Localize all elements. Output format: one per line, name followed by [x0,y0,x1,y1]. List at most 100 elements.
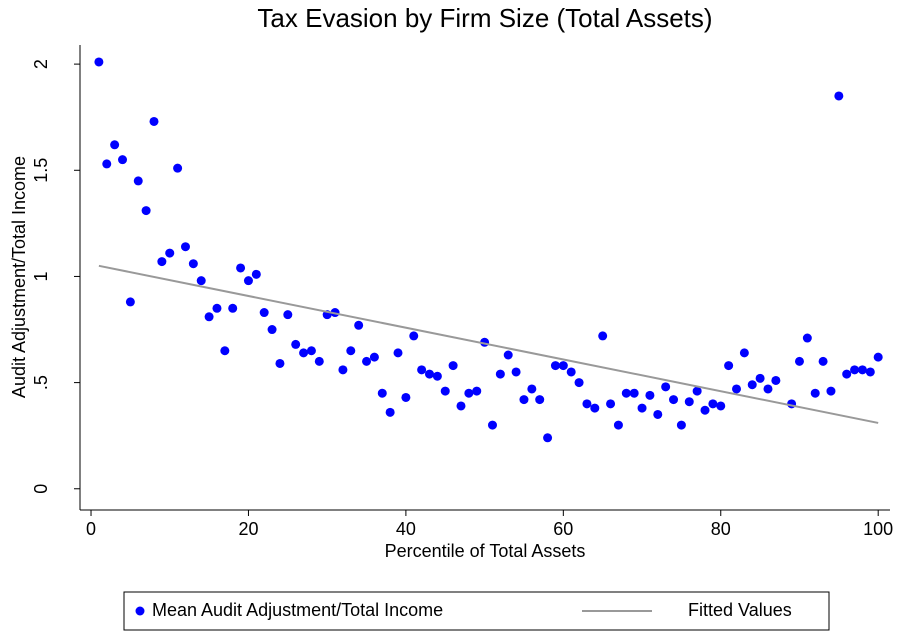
data-point [157,257,167,267]
legend-label: Fitted Values [688,600,792,620]
data-point [196,276,206,286]
data-point [385,407,395,417]
data-point [834,91,844,101]
y-tick-label: .5 [31,375,51,390]
data-point [141,206,151,216]
y-tick-label: 1.5 [31,158,51,183]
data-point [842,369,852,379]
data-point [149,116,159,126]
data-point [354,320,364,330]
data-point [291,339,301,349]
data-point [574,378,584,388]
x-tick-label: 80 [711,519,731,539]
data-point [188,259,198,269]
data-point [810,388,820,398]
data-point [653,409,663,419]
data-point [432,371,442,381]
data-point [566,367,576,377]
data-point [220,346,230,356]
x-tick-label: 40 [396,519,416,539]
data-point [739,348,749,358]
y-tick-label: 2 [31,59,51,69]
data-point [401,392,411,402]
data-point [543,433,553,443]
data-point [527,384,537,394]
data-point [283,310,293,320]
data-point [425,369,435,379]
data-point [369,352,379,362]
data-point [448,361,458,371]
data-point [826,386,836,396]
data-point [212,303,222,313]
data-point [275,358,285,368]
data-point [228,303,238,313]
data-point [409,331,419,341]
y-tick-label: 1 [31,271,51,281]
data-point [110,140,120,150]
data-point [440,386,450,396]
data-point [165,248,175,258]
x-tick-label: 20 [238,519,258,539]
data-point [487,420,497,430]
x-tick-label: 100 [863,519,893,539]
data-point [472,386,482,396]
data-point [236,263,246,273]
data-point [818,356,828,366]
legend-marker [135,606,145,616]
data-point [338,365,348,375]
data-point [495,369,505,379]
data-point [204,312,214,322]
data-point [377,388,387,398]
x-tick-label: 60 [553,519,573,539]
x-axis-title: Percentile of Total Assets [385,541,586,561]
data-point [173,163,183,173]
data-point [558,361,568,371]
legend-box [123,591,830,631]
y-axis-title: Audit Adjustment/Total Income [9,156,29,398]
data-point [661,382,671,392]
data-point [629,388,639,398]
data-point [692,386,702,396]
data-point [102,159,112,169]
data-point [669,395,679,405]
data-point [582,399,592,409]
data-point [590,403,600,413]
data-point [519,395,529,405]
data-point [732,384,742,394]
data-point [771,375,781,385]
data-point [676,420,686,430]
data-point [314,356,324,366]
data-point [306,346,316,356]
data-point [724,361,734,371]
data-point [417,365,427,375]
data-point [259,308,269,318]
data-point [535,395,545,405]
data-point [857,365,867,375]
data-point [763,384,773,394]
data-point [850,365,860,375]
data-point [511,367,521,377]
data-point [550,361,560,371]
data-point [94,57,104,67]
y-tick-label: 0 [31,484,51,494]
data-point [362,356,372,366]
data-point [716,401,726,411]
data-point [645,390,655,400]
data-point [243,276,253,286]
data-point [684,397,694,407]
data-point [133,176,143,186]
data-point [606,399,616,409]
data-point [873,352,883,362]
data-point [456,401,466,411]
data-point [267,325,277,335]
data-point [299,348,309,358]
data-point [125,297,135,307]
data-point [503,350,513,360]
data-point [700,405,710,415]
data-point [802,333,812,343]
data-point [464,388,474,398]
x-tick-label: 0 [86,519,96,539]
data-point [598,331,608,341]
data-point [637,403,647,413]
